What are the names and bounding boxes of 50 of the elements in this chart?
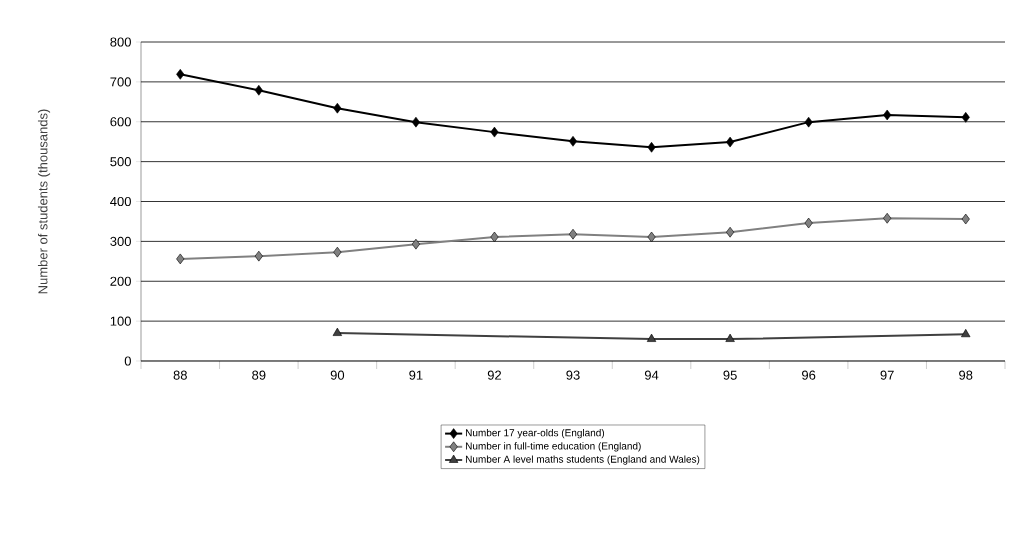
point [726, 136, 735, 148]
x-tick-label: 96 [802, 370, 816, 380]
point [647, 141, 656, 153]
x-tick-label: 92 [487, 370, 502, 380]
point [961, 328, 971, 338]
point [647, 231, 656, 243]
point [725, 333, 735, 342]
y-axis-title: Number of students (thousands) [37, 109, 51, 294]
point [332, 327, 342, 336]
point [726, 226, 735, 238]
point [804, 116, 813, 128]
y-tick-label: 500 [110, 157, 131, 167]
point [490, 231, 499, 243]
x-tick-label: 89 [252, 370, 266, 380]
x-tick-label: 88 [173, 370, 187, 380]
legend-label: Number in full-time education (England) [465, 442, 641, 452]
point [333, 102, 342, 114]
point [254, 250, 263, 262]
x-tick-label: 94 [644, 370, 659, 380]
x-tick-label: 91 [409, 370, 423, 380]
x-tick-label: 95 [723, 370, 737, 380]
x-tick-label: 93 [566, 370, 580, 380]
point [176, 253, 185, 265]
y-tick-label: 300 [110, 236, 131, 246]
x-tick-label: 98 [959, 370, 973, 380]
y-tick-label: 400 [110, 196, 131, 207]
point [490, 126, 499, 138]
y-tick-label: 700 [110, 77, 131, 87]
point [646, 333, 657, 342]
point [804, 217, 813, 229]
y-tick-label: 100 [110, 316, 131, 326]
y-tick-label: 600 [110, 117, 131, 127]
point [333, 246, 342, 258]
point [254, 84, 263, 96]
point [883, 109, 892, 121]
legend-label: Number 17 year-olds (England) [465, 429, 605, 439]
point [883, 212, 892, 224]
point [961, 112, 970, 123]
point [568, 135, 578, 147]
x-tick-label: 97 [880, 370, 894, 380]
point [568, 228, 578, 240]
point [411, 116, 420, 128]
y-tick-label: 800 [110, 37, 131, 47]
y-tick-label: 200 [110, 276, 131, 286]
point [176, 69, 185, 80]
point [411, 238, 420, 250]
legend-label: Number A level maths students (England and Wales) [465, 455, 700, 465]
point [961, 213, 970, 225]
x-tick-label: 90 [330, 370, 345, 380]
y-tick-label: 0 [124, 356, 131, 366]
